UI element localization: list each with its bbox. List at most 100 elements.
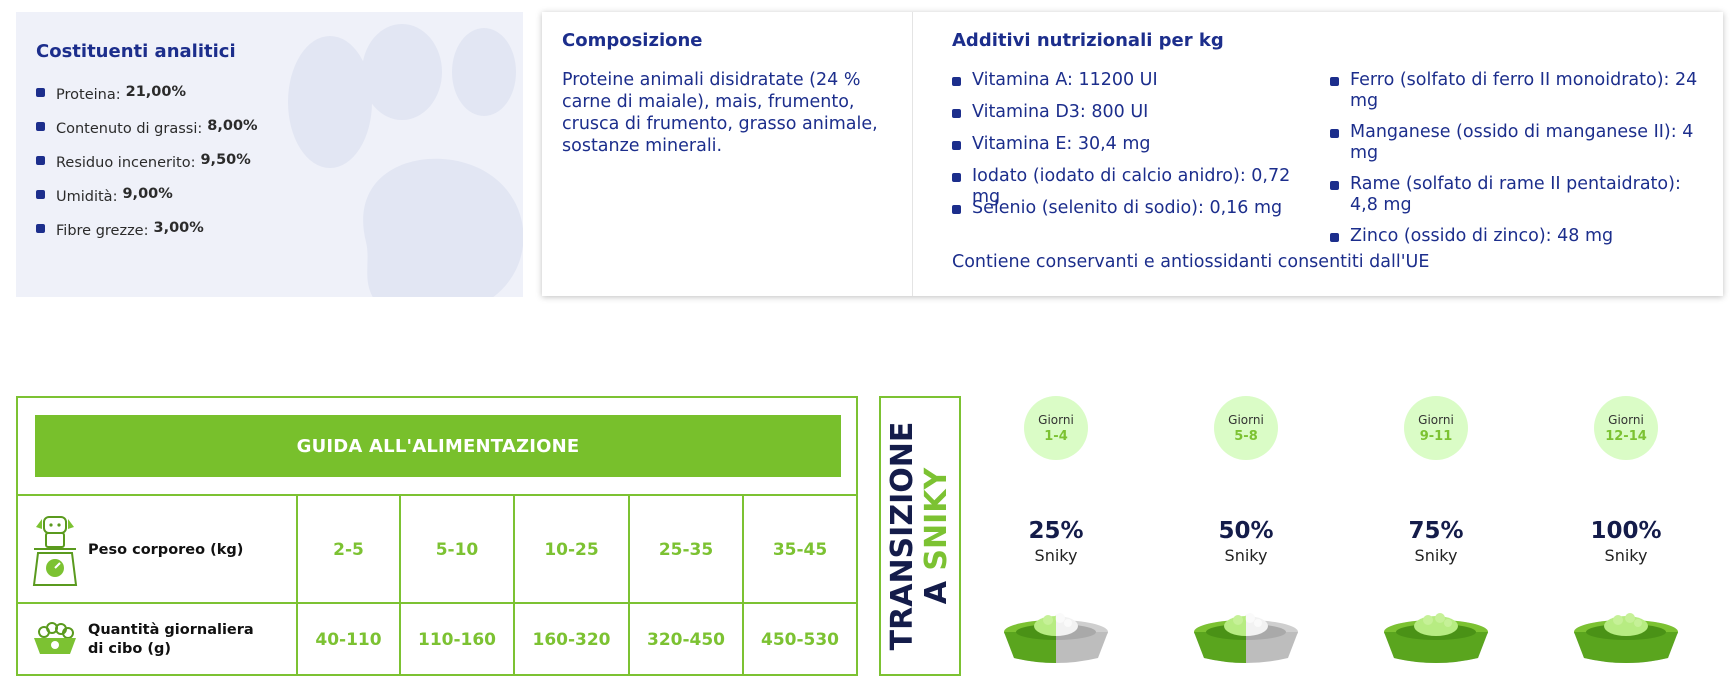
table-cell: 35-45 (772, 540, 828, 560)
peso-label-cell: Peso corporeo (kg) (18, 496, 298, 604)
quantita-label: Quantità giornaliera di cibo (g) (88, 621, 254, 659)
days-label: Giorni (1418, 412, 1454, 427)
list-item: Zinco (ossido di zinco): 48 mg (1330, 226, 1705, 247)
bullet-icon (1330, 129, 1339, 138)
item-value: 9,00% (122, 186, 173, 202)
step-percentage: 75% (1408, 518, 1464, 544)
list-item: Contenuto di grassi: 8,00% (36, 118, 258, 152)
days-label: Giorni (1038, 412, 1074, 427)
item-value: 21,00% (125, 84, 187, 100)
item-text: Ferro (solfato di ferro II monoidrato): … (1350, 70, 1698, 111)
bullet-icon (1330, 181, 1339, 190)
composizione-section: Composizione Proteine animali disidratat… (562, 30, 892, 157)
item-label: Umidità: (56, 189, 118, 205)
list-item: Residuo incenerito: 9,50% (36, 152, 258, 186)
table-row-peso: Peso corporeo (kg) 2-5 5-10 10-25 25-35 … (18, 494, 856, 604)
quantita-label-cell: Quantità giornaliera di cibo (g) (18, 604, 298, 676)
paw-print-icon (288, 24, 523, 297)
list-item: Vitamina E: 30,4 mg (952, 134, 1322, 166)
feeding-guide-title: GUIDA ALL'ALIMENTAZIONE (35, 415, 841, 477)
step-percentage: 25% (1028, 518, 1084, 544)
transition-step: Giorni 12-14 100% Sniky (1556, 396, 1696, 686)
days-range: 5-8 (1234, 428, 1258, 444)
step-brand: Sniky (1224, 546, 1268, 565)
list-item: Selenio (selenito di sodio): 0,16 mg (952, 198, 1322, 230)
item-text: Vitamina E: 30,4 mg (972, 134, 1151, 154)
peso-label: Peso corporeo (kg) (88, 541, 244, 558)
item-text: Zinco (ossido di zinco): 48 mg (1350, 226, 1614, 246)
transition-title-a: A (919, 581, 954, 605)
list-item: Manganese (ossido di manganese II): 4 mg (1330, 122, 1705, 164)
step-percentage: 50% (1218, 518, 1274, 544)
table-cell: 450-530 (760, 630, 840, 650)
transition-title-line1: TRANSIZIONE (885, 421, 920, 651)
additivi-list-1: Vitamina A: 11200 UI Vitamina D3: 800 UI… (952, 70, 1322, 230)
dog-scale-icon (32, 516, 78, 586)
table-cell: 40-110 (298, 604, 401, 676)
list-item: Vitamina D3: 800 UI (952, 102, 1322, 134)
table-cell: 5-10 (401, 496, 515, 604)
item-value: 8,00% (207, 118, 258, 134)
food-bowl-icon (1574, 613, 1678, 663)
days-badge: Giorni 1-4 (1024, 396, 1088, 460)
bullet-icon (952, 205, 961, 214)
step-brand: Sniky (1414, 546, 1458, 565)
bullet-icon (1330, 77, 1339, 86)
days-label: Giorni (1228, 412, 1264, 427)
item-text: Iodato (iodato di calcio anidro): 0,72 m… (972, 166, 1291, 207)
bullet-icon (36, 88, 45, 97)
list-item: Rame (solfato di rame II pentaidrato): 4… (1330, 174, 1705, 216)
food-bowl-icon (1004, 613, 1108, 663)
step-brand: Sniky (1604, 546, 1648, 565)
bullet-icon (36, 156, 45, 165)
step-brand: Sniky (1034, 546, 1078, 565)
composizione-text: Proteine animali disidratate (24 % carne… (562, 70, 878, 156)
transition-title-brand: SNIKY (919, 467, 954, 571)
item-text: Vitamina A: 11200 UI (972, 70, 1158, 90)
table-cell: 2-5 (298, 496, 401, 604)
item-label: Contenuto di grassi: (56, 121, 203, 137)
item-text: Rame (solfato di rame II pentaidrato): 4… (1350, 174, 1681, 215)
additivi-title: Additivi nutrizionali per kg (952, 30, 1224, 51)
list-item: Fibre grezze: 3,00% (36, 220, 258, 254)
food-bowl-icon (34, 622, 76, 654)
days-badge: Giorni 5-8 (1214, 396, 1278, 460)
days-range: 12-14 (1605, 428, 1647, 444)
list-item: Vitamina A: 11200 UI (952, 70, 1322, 102)
list-item: Iodato (iodato di calcio anidro): 0,72 m… (952, 166, 1322, 207)
days-badge: Giorni 9-11 (1404, 396, 1468, 460)
item-label: Fibre grezze: (56, 223, 149, 239)
table-cell: 110-160 (401, 604, 515, 676)
item-text: Vitamina D3: 800 UI (972, 102, 1149, 122)
table-cell: 25-35 (630, 496, 744, 604)
days-label: Giorni (1608, 412, 1644, 427)
table-row-quantita: Quantità giornaliera di cibo (g) 40-110 … (18, 602, 856, 676)
days-range: 1-4 (1044, 428, 1068, 444)
transition-step: Giorni 1-4 25% Sniky (986, 396, 1126, 686)
step-percentage: 100% (1590, 518, 1662, 544)
days-range: 9-11 (1419, 428, 1453, 444)
additivi-note: Contiene conservanti e antiossidanti con… (952, 252, 1430, 272)
composizione-title: Composizione (562, 30, 703, 51)
bullet-icon (1330, 233, 1339, 242)
bullet-icon (952, 141, 961, 150)
additivi-section: Additivi nutrizionali per kg Vitamina A:… (952, 30, 1712, 272)
bullet-icon (36, 190, 45, 199)
costituenti-panel: Costituenti analitici Proteina: 21,00% Co… (16, 12, 523, 297)
item-label: Residuo incenerito: (56, 155, 196, 171)
quantita-label-line1: Quantità giornaliera (88, 622, 254, 638)
composizione-panel: Composizione Proteine animali disidratat… (542, 12, 1723, 296)
item-value: 9,50% (200, 152, 251, 168)
bullet-icon (952, 109, 961, 118)
table-cell: 10-25 (515, 496, 630, 604)
table-cell: 320-450 (630, 604, 744, 676)
transition-step: Giorni 5-8 50% Sniky (1176, 396, 1316, 686)
transition-title-box: TRANSIZIONE A SNIKY (879, 396, 961, 676)
transition-title: TRANSIZIONE A SNIKY (885, 421, 954, 651)
bullet-icon (36, 122, 45, 131)
food-bowl-icon (1194, 613, 1298, 663)
bullet-icon (952, 77, 961, 86)
days-badge: Giorni 12-14 (1594, 396, 1658, 460)
costituenti-list: Proteina: 21,00% Contenuto di grassi: 8,00… (36, 84, 258, 254)
table-cell: 160-320 (515, 604, 630, 676)
